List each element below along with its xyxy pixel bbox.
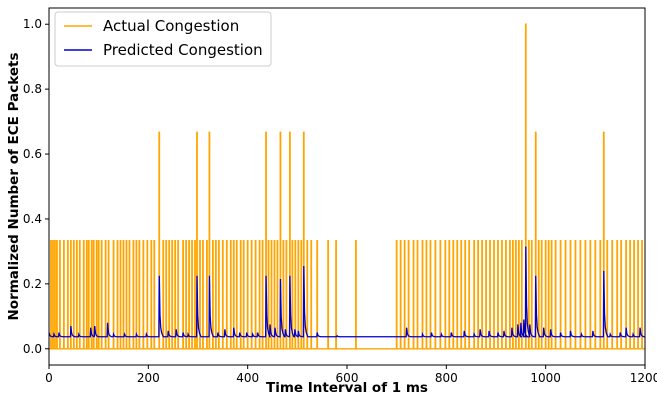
y-axis: 0.0 0.2 0.4 0.6 0.8 1.0: [23, 17, 49, 356]
x-tick-label: 1000: [530, 371, 561, 385]
x-tick-label: 0: [45, 371, 53, 385]
y-tick-label: 1.0: [23, 17, 42, 31]
series-line-predicted-congestion: [49, 246, 645, 338]
x-tick-label: 400: [236, 371, 259, 385]
x-axis-title: Time Interval of 1 ms: [266, 380, 428, 396]
legend-label-predicted-congestion: Predicted Congestion: [103, 41, 263, 59]
legend: Actual Congestion Predicted Congestion: [54, 11, 272, 67]
series-line-actual-congestion: [49, 23, 645, 350]
y-tick-label: 0.0: [23, 342, 42, 356]
legend-label-actual-congestion: Actual Congestion: [103, 17, 239, 35]
x-tick-label: 800: [435, 371, 458, 385]
y-tick-label: 0.2: [23, 277, 42, 291]
x-tick-label: 200: [137, 371, 160, 385]
x-tick-label: 1200: [630, 371, 657, 385]
y-tick-label: 0.4: [23, 212, 42, 226]
y-axis-title: Normalized Number of ECE Packets: [6, 53, 22, 321]
x-axis: 0 200 400 600 800 1000 1200: [45, 365, 657, 385]
x-tick-label: 600: [336, 371, 359, 385]
y-tick-label: 0.6: [23, 147, 42, 161]
series-layer: [49, 23, 645, 350]
y-tick-label: 0.8: [23, 82, 42, 96]
legend-box: [54, 11, 272, 67]
